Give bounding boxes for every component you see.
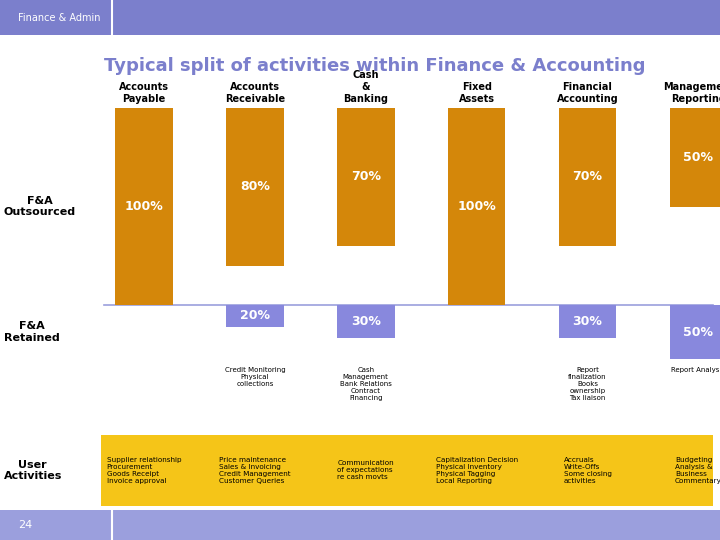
Text: User
Activities: User Activities — [4, 460, 62, 481]
Text: 24: 24 — [18, 520, 32, 530]
Text: Financial
Accounting: Financial Accounting — [557, 82, 618, 104]
Bar — [337, 305, 395, 338]
Bar — [670, 108, 720, 206]
Text: Accounts
Payable: Accounts Payable — [119, 82, 169, 104]
FancyBboxPatch shape — [0, 510, 720, 540]
Bar — [559, 108, 616, 246]
Text: 100%: 100% — [457, 200, 496, 213]
Text: Report
finalization
Books
ownership
Tax liaison: Report finalization Books ownership Tax … — [568, 367, 607, 401]
Bar — [226, 108, 284, 266]
Bar — [670, 305, 720, 359]
Text: Accounts
Receivable: Accounts Receivable — [225, 82, 285, 104]
Bar — [337, 108, 395, 246]
Text: F&A
Outsourced: F&A Outsourced — [4, 195, 76, 217]
Text: Accruals
Write-Offs
Some closing
activities: Accruals Write-Offs Some closing activit… — [564, 457, 611, 484]
Text: 50%: 50% — [683, 151, 714, 164]
Text: Report Analysis: Report Analysis — [671, 367, 720, 373]
Text: Price maintenance
Sales & Invoicing
Credit Management
Customer Queries: Price maintenance Sales & Invoicing Cred… — [219, 457, 291, 484]
Text: Management
Reporting: Management Reporting — [662, 82, 720, 104]
Text: Communication
of expectations
re cash movts: Communication of expectations re cash mo… — [338, 460, 394, 481]
Text: 70%: 70% — [572, 171, 603, 184]
Bar — [101, 435, 713, 506]
Text: 80%: 80% — [240, 180, 270, 193]
FancyBboxPatch shape — [0, 0, 720, 35]
Text: F&A
Retained: F&A Retained — [4, 321, 59, 343]
Text: Capitalization Decision
Physical Inventory
Physical Tagging
Local Reporting: Capitalization Decision Physical Invento… — [436, 457, 518, 484]
Text: Cash
&
Banking: Cash & Banking — [343, 71, 388, 104]
Bar — [559, 305, 616, 338]
Text: Cash
Management
Bank Relations
Contract
Financing: Cash Management Bank Relations Contract … — [340, 367, 392, 401]
Bar — [448, 108, 505, 305]
Text: Budgeting
Analysis &
Business
Commentary: Budgeting Analysis & Business Commentary — [675, 457, 720, 484]
Text: Supplier relationship
Procurement
Goods Receipt
Invoice approval: Supplier relationship Procurement Goods … — [107, 457, 181, 484]
Text: Fixed
Assets: Fixed Assets — [459, 82, 495, 104]
Bar — [115, 108, 173, 305]
Text: 20%: 20% — [240, 309, 270, 322]
Text: 30%: 30% — [351, 315, 381, 328]
Text: Credit Monitoring
Physical
collections: Credit Monitoring Physical collections — [225, 367, 285, 387]
Text: Typical split of activities within Finance & Accounting: Typical split of activities within Finan… — [104, 57, 645, 75]
Text: 30%: 30% — [572, 315, 603, 328]
Text: 100%: 100% — [125, 200, 163, 213]
Text: 50%: 50% — [683, 326, 714, 339]
Text: 70%: 70% — [351, 171, 381, 184]
Bar — [226, 305, 284, 327]
Text: Finance & Admin: Finance & Admin — [18, 12, 101, 23]
